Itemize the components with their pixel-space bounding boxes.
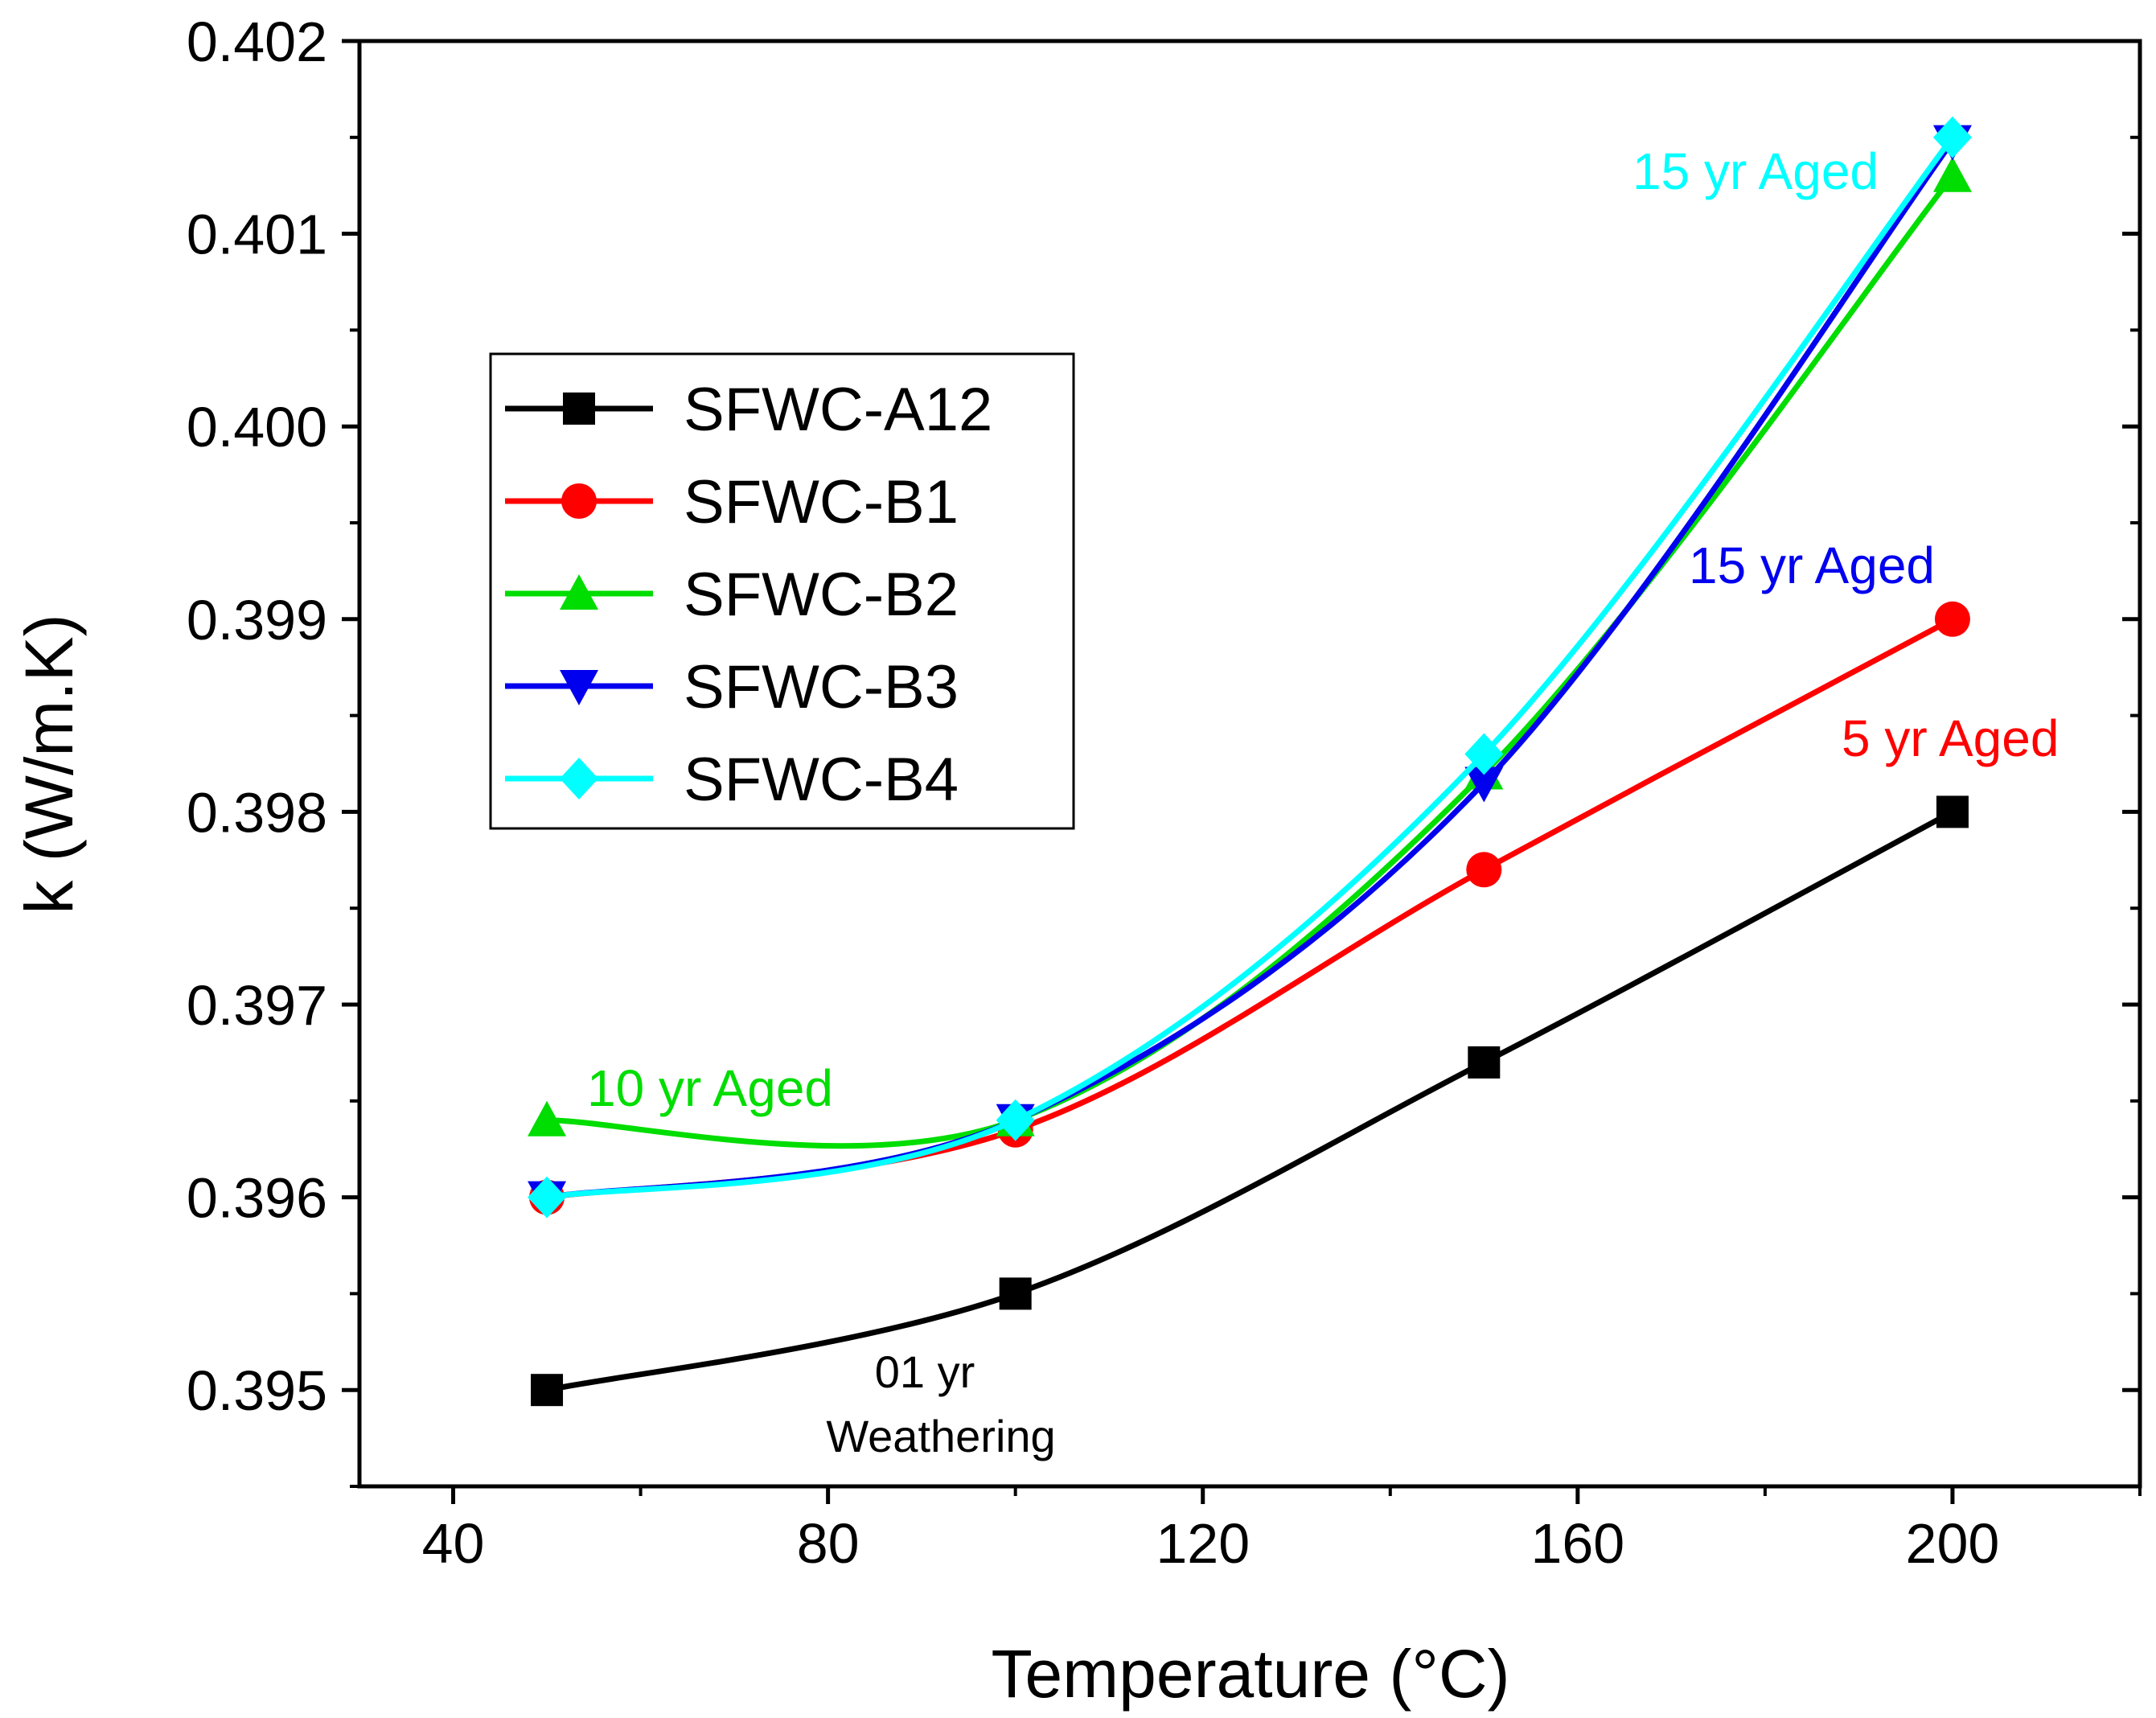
x-tick-label: 120: [1156, 1512, 1250, 1575]
legend-label: SFWC-B3: [684, 653, 959, 721]
data-point-sfwc-b4: [1464, 733, 1504, 775]
data-point-sfwc-b4: [1932, 116, 1972, 158]
legend-label: SFWC-A12: [684, 376, 992, 444]
annotation-a12-line2: Weathering: [826, 1411, 1055, 1461]
y-tick-label: 0.397: [187, 974, 327, 1037]
annotation-b2-10yr: 10 yr Aged: [587, 1059, 833, 1117]
legend-items: SFWC-A12 SFWC-B1 SFWC-B2 SFWC-B3 SFWC-B4: [505, 376, 992, 814]
y-tick-label: 0.395: [187, 1359, 327, 1422]
legend: SFWC-A12 SFWC-B1 SFWC-B2 SFWC-B3 SFWC-B4: [489, 352, 1075, 830]
y-tick-label: 0.396: [187, 1167, 327, 1230]
x-tick-label: 40: [422, 1512, 485, 1575]
plot-frame: [357, 39, 2142, 1489]
data-point-sfwc-b1: [1466, 852, 1502, 888]
y-tick-label: 0.401: [187, 203, 327, 266]
data-point-sfwc-b4: [528, 1176, 567, 1219]
annotation-a12-line1: 01 yr: [875, 1346, 975, 1397]
annotation-b1-5yr: 5 yr Aged: [1842, 709, 2059, 767]
legend-marker: [560, 758, 598, 799]
data-point-sfwc-b1: [1934, 601, 1970, 637]
series-line-sfwc-b2: [547, 174, 1955, 1149]
y-axis-title: k (W/m.K): [11, 614, 87, 914]
x-tick-label: 80: [797, 1512, 860, 1575]
y-tick-label: 0.399: [187, 589, 327, 651]
x-tick-label: 200: [1906, 1512, 2000, 1575]
axis-ticks: 40 80 120 160 200 0.395 0.396 0.397 0.398 0.399 0.…: [187, 10, 2142, 1575]
data-point-sfwc-b2: [1932, 156, 1972, 192]
legend-label: SFWC-B1: [684, 468, 959, 536]
y-tick-label: 0.400: [187, 396, 327, 458]
data-point-sfwc-a12: [531, 1374, 564, 1407]
data-point-sfwc-a12: [999, 1277, 1032, 1310]
series-line-sfwc-a12: [546, 809, 1954, 1393]
data-point-sfwc-a12: [1468, 1046, 1501, 1079]
series-layer: [528, 116, 1972, 1407]
data-point-sfwc-b3: [1464, 767, 1504, 803]
data-point-sfwc-b2: [528, 1100, 567, 1136]
legend-marker: [561, 483, 597, 519]
annotation-b4-15yr: 15 yr Aged: [1632, 142, 1879, 200]
annotations: 15 yr Aged 15 yr Aged 5 yr Aged 10 yr Ag…: [587, 142, 2059, 1461]
legend-label: SFWC-B4: [684, 746, 959, 814]
series-line-sfwc-b4: [546, 135, 1955, 1201]
y-tick-label: 0.398: [187, 781, 327, 844]
data-point-sfwc-a12: [1936, 795, 1969, 828]
legend-label: SFWC-B2: [684, 561, 959, 629]
x-tick-label: 160: [1530, 1512, 1624, 1575]
data-point-sfwc-b4: [996, 1099, 1035, 1141]
y-tick-label: 0.402: [187, 10, 327, 73]
legend-marker: [563, 393, 595, 425]
legend-marker: [560, 670, 598, 705]
annotation-b3-15yr: 15 yr Aged: [1689, 536, 1935, 594]
legend-marker: [560, 574, 598, 610]
x-axis-title: Temperature (°C): [991, 1636, 1509, 1712]
